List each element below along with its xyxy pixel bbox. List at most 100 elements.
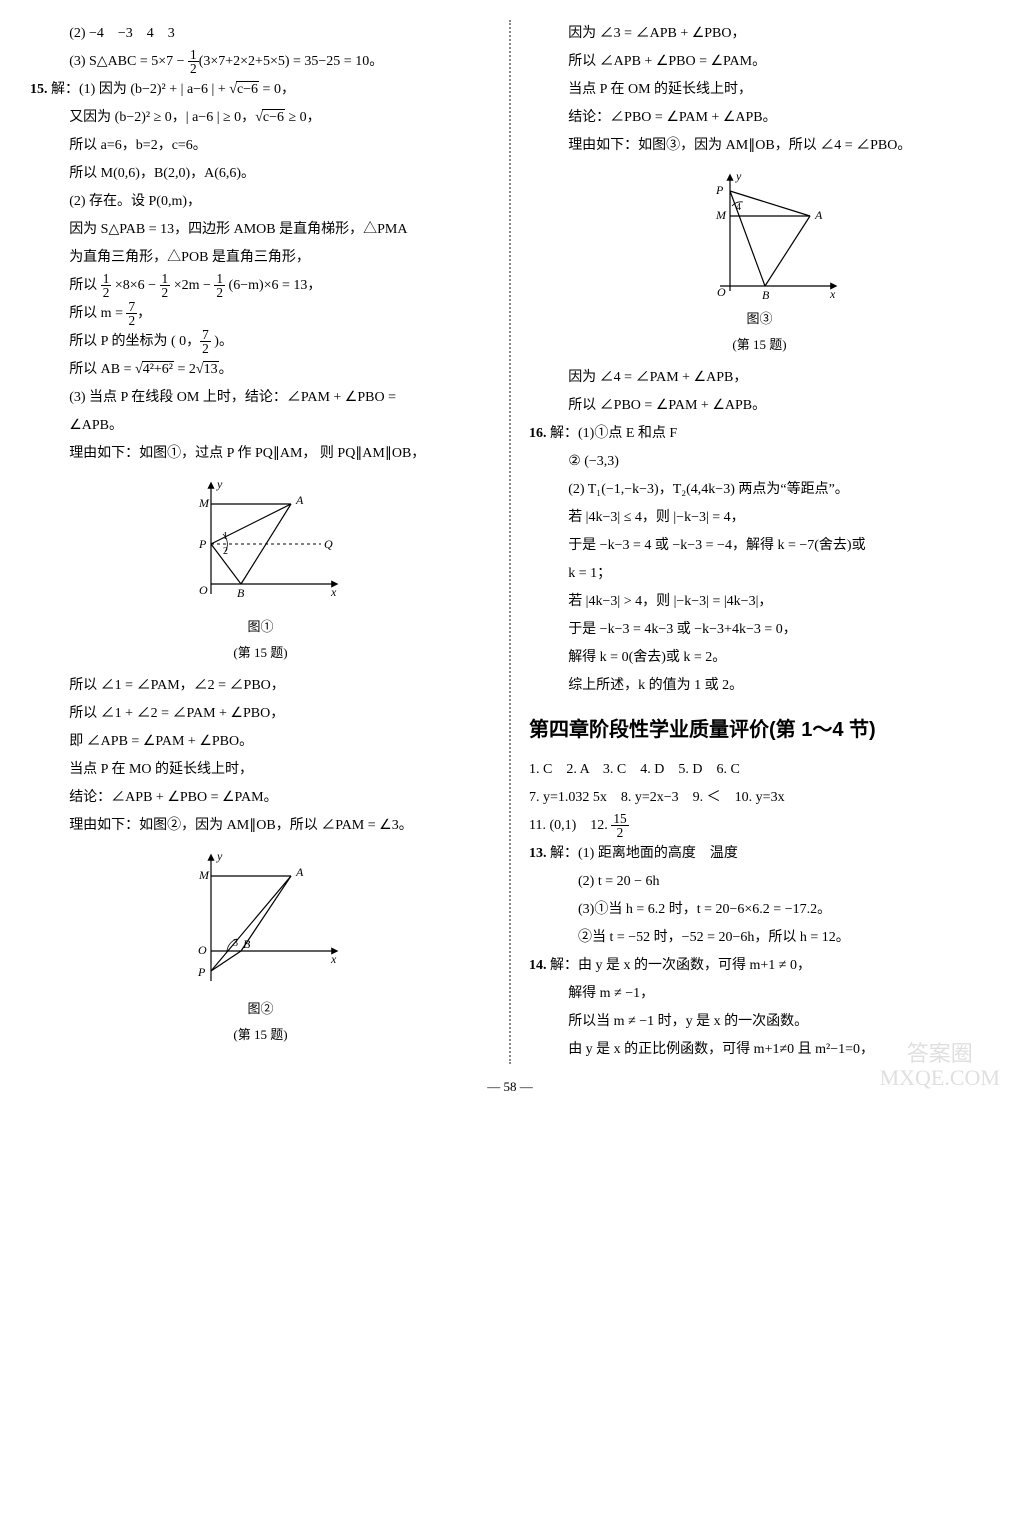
text: 11. (0,1) 12. <box>529 818 611 833</box>
fraction: 72 <box>200 328 211 356</box>
radical-icon <box>196 362 203 377</box>
angle-4: 4 <box>736 202 741 213</box>
text-line: 所以 P 的坐标为 ( 0，72 )。 <box>30 328 491 356</box>
text: (3) S△ABC = 5×7 − <box>69 54 188 69</box>
label-A: A <box>295 865 304 879</box>
text-line: 若 |4k−3| ≤ 4，则 |−k−3| = 4， <box>529 504 990 532</box>
label-y: y <box>216 849 223 863</box>
text-line: 又因为 (b−2)² ≥ 0，| a−6 | ≥ 0，c−6 ≥ 0， <box>30 104 491 132</box>
q-number: 14. <box>529 958 547 973</box>
text: ≥ 0， <box>285 110 321 125</box>
fraction: 12 <box>214 272 225 300</box>
text-line: 理由如下：如图③，因为 AM∥OB，所以 ∠4 = ∠PBO。 <box>529 132 990 160</box>
text: )。 <box>211 334 233 349</box>
text-line: 所以 ∠1 = ∠PAM，∠2 = ∠PBO， <box>30 672 491 700</box>
figure-1-label: 图① <box>30 614 491 640</box>
figure-2-caption: (第 15 题) <box>30 1022 491 1048</box>
text-line: 理由如下：如图②，因为 AM∥OB，所以 ∠PAM = ∠3。 <box>30 812 491 840</box>
label-M: M <box>198 868 210 882</box>
text: 解：(1) 因为 (b−2)² + | a−6 | + <box>51 82 229 97</box>
text-line: 结论：∠PBO = ∠PAM + ∠APB。 <box>529 104 990 132</box>
text-line: 当点 P 在 MO 的延长线上时， <box>30 756 491 784</box>
radical-icon <box>229 82 236 97</box>
right-column: 因为 ∠3 = ∠APB + ∠PBO， 所以 ∠APB + ∠PBO = ∠P… <box>529 20 990 1064</box>
label-B: B <box>243 937 251 951</box>
text: 解：(1)①点 E 和点 F <box>550 426 677 441</box>
label-O: O <box>198 943 207 957</box>
answers-row: 1. C 2. A 3. C 4. D 5. D 6. C <box>529 756 990 784</box>
text-line: 为直角三角形，△POB 是直角三角形， <box>30 244 491 272</box>
text-line: 因为 ∠3 = ∠APB + ∠PBO， <box>529 20 990 48</box>
label-M: M <box>715 208 727 222</box>
page-footer: — 58 — <box>30 1074 990 1100</box>
sqrt-body: c−6 <box>236 81 259 97</box>
answers-row: 7. y=1.032 5x 8. y=2x−3 9. ＜ 10. y=3x <box>529 784 990 812</box>
text-line: ② (−3,3) <box>529 448 990 476</box>
figure-2: M A O B P x y 3 图② (第 15 题) <box>30 846 491 1048</box>
text-line: (3) 当点 P 在线段 OM 上时，结论：∠PAM + ∠PBO = <box>30 384 491 412</box>
label-P: P <box>197 965 206 979</box>
figure-3: P M A O B x y 4 图③ (第 15 题) <box>529 166 990 358</box>
text: ×2m − <box>170 278 214 293</box>
column-divider <box>509 20 511 1064</box>
label-A: A <box>295 493 304 507</box>
text-line: 所以当 m ≠ −1 时，y 是 x 的一次函数。 <box>529 1008 990 1036</box>
text-line: k = 1； <box>529 560 990 588</box>
text-line: ∠APB。 <box>30 412 491 440</box>
diagram-svg: M A P Q O B x y 1 2 <box>171 474 351 614</box>
fraction: 72 <box>126 300 137 328</box>
text-line: (3)①当 h = 6.2 时，t = 20−6×6.2 = −17.2。 <box>529 896 990 924</box>
figure-2-label: 图② <box>30 996 491 1022</box>
q-number: 13. <box>529 846 547 861</box>
label-y: y <box>735 169 742 183</box>
label-B: B <box>762 288 770 302</box>
text-line: 解得 m ≠ −1， <box>529 980 990 1008</box>
label-B: B <box>237 586 245 600</box>
text: 所以 m = <box>69 306 126 321</box>
q-number: 16. <box>529 426 547 441</box>
two-column-layout: (2) −4 −3 4 3 (3) S△ABC = 5×7 − 12(3×7+2… <box>30 20 990 1064</box>
text-line: ②当 t = −52 时，−52 = 20−6h，所以 h = 12。 <box>529 924 990 952</box>
figure-3-caption: (第 15 题) <box>529 332 990 358</box>
radical-icon <box>135 362 142 377</box>
text: 所以 <box>69 278 101 293</box>
fraction: 12 <box>101 272 112 300</box>
text-line: 由 y 是 x 的正比例函数，可得 m+1≠0 且 m²−1=0， <box>529 1036 990 1064</box>
diagram-svg: M A O B P x y 3 <box>171 846 351 996</box>
sqrt-body: 13 <box>203 361 219 377</box>
text: ×8×6 − <box>111 278 159 293</box>
text-line: 所以 m = 72， <box>30 300 491 328</box>
fraction: 152 <box>611 812 628 840</box>
text: ， <box>137 306 151 321</box>
answers-row: 11. (0,1) 12. 152 <box>529 812 990 840</box>
question-15: 15. 解：(1) 因为 (b−2)² + | a−6 | + c−6 = 0， <box>30 76 491 104</box>
label-Q: Q <box>324 537 333 551</box>
q-number: 15. <box>30 82 48 97</box>
text-line: 所以 ∠1 + ∠2 = ∠PAM + ∠PBO， <box>30 700 491 728</box>
text-line: 解得 k = 0(舍去)或 k = 2。 <box>529 644 990 672</box>
text: 。 <box>219 362 233 377</box>
text-line: 于是 −k−3 = 4k−3 或 −k−3+4k−3 = 0， <box>529 616 990 644</box>
label-x: x <box>829 287 836 301</box>
sqrt-body: c−6 <box>262 109 285 125</box>
label-P: P <box>198 537 207 551</box>
label-y: y <box>216 477 223 491</box>
label-A: A <box>814 208 823 222</box>
text-line: 所以 12 ×8×6 − 12 ×2m − 12 (6−m)×6 = 13， <box>30 272 491 300</box>
text: 所以 AB = <box>69 362 135 377</box>
label-O: O <box>717 285 726 299</box>
figure-1: M A P Q O B x y 1 2 图① (第 15 题) <box>30 474 491 666</box>
text-line: (2) 存在。设 P(0,m)， <box>30 188 491 216</box>
text-line: 理由如下：如图①，过点 P 作 PQ∥AM， 则 PQ∥AM∥OB， <box>30 440 491 468</box>
label-x: x <box>330 952 337 966</box>
diagram-svg: P M A O B x y 4 <box>670 166 850 306</box>
text-line: 若 |4k−3| > 4，则 |−k−3| = |4k−3|， <box>529 588 990 616</box>
label-x: x <box>330 585 337 599</box>
text-line: (2) t = 20 − 6h <box>529 868 990 896</box>
text: 所以 P 的坐标为 ( 0， <box>69 334 200 349</box>
chapter-heading: 第四章阶段性学业质量评价(第 1～4 节) <box>529 710 990 750</box>
text-line: 因为 S△PAB = 13，四边形 AMOB 是直角梯形，△PMA <box>30 216 491 244</box>
label-P: P <box>715 183 724 197</box>
question-14: 14. 解：由 y 是 x 的一次函数，可得 m+1 ≠ 0， <box>529 952 990 980</box>
radical-icon <box>255 110 262 125</box>
